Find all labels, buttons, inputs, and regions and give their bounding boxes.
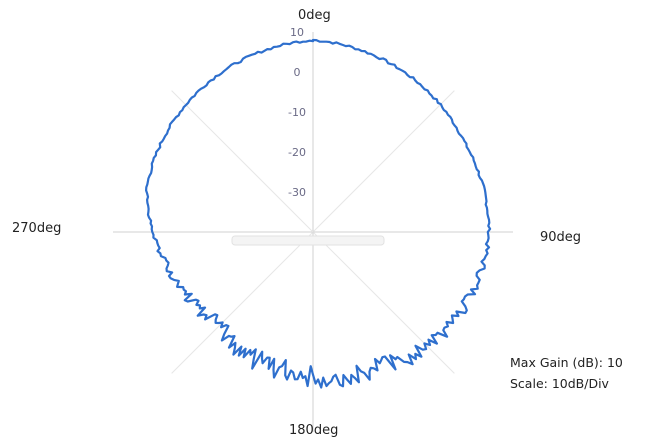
radial-tick-label: -20 <box>288 146 306 159</box>
pattern-trace-0 <box>145 38 492 389</box>
grid-spoke-45 <box>312 90 455 233</box>
angle-label-0: 0deg <box>298 8 331 23</box>
radial-tick-label: 10 <box>290 26 304 39</box>
angle-label-90: 90deg <box>540 230 582 245</box>
scale-note: Scale: 10dB/Div <box>510 376 609 391</box>
grid-spoke-135 <box>312 231 455 374</box>
radial-tick-label: -10 <box>288 106 306 119</box>
angle-label-270: 270deg <box>12 221 62 236</box>
radial-tick-labels: 10 0 -10 -20 -30 <box>288 26 306 199</box>
radial-tick-label: 0 <box>294 66 301 79</box>
grid-spoke-315 <box>171 90 314 233</box>
grid-spoke-225 <box>171 231 314 374</box>
series-layer <box>145 38 492 389</box>
angle-label-180: 180deg <box>289 423 339 438</box>
radial-tick-label: -30 <box>288 186 306 199</box>
polar-grid <box>113 32 513 432</box>
center-bar <box>231 235 385 246</box>
max-gain-note: Max Gain (dB): 10 <box>510 355 623 370</box>
